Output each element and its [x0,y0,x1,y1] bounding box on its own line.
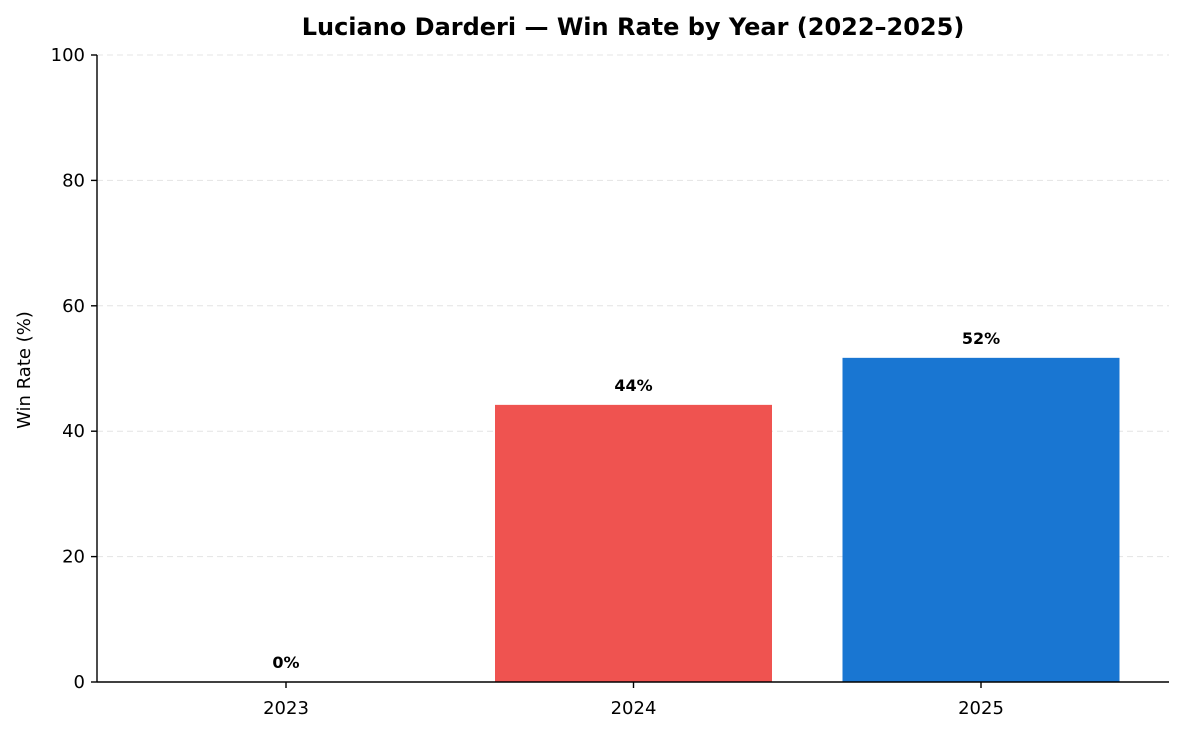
x-tick-label: 2025 [958,698,1004,719]
bar-2025 [842,357,1120,682]
x-tick-label: 2024 [611,698,657,719]
y-tick-label: 20 [62,547,85,568]
y-tick-label: 40 [62,421,85,442]
data-label-2025: 52% [962,329,1000,348]
y-ticks: 0 20 40 60 80 100 [51,45,97,693]
x-ticks: 2023 2024 2025 [263,682,1004,719]
data-labels: 0% 44% 52% [272,329,1000,672]
y-tick-label: 100 [51,45,85,66]
y-tick-label: 0 [74,672,85,693]
y-axis-label: Win Rate (%) [14,311,35,429]
y-tick-label: 80 [62,170,85,191]
y-tick-label: 60 [62,296,85,317]
bars [495,357,1120,682]
data-label-2024: 44% [614,376,652,395]
data-label-2023: 0% [272,653,299,672]
chart-title: Luciano Darderi — Win Rate by Year (2022… [302,13,965,41]
x-tick-label: 2023 [263,698,309,719]
bar-2024 [495,404,772,682]
